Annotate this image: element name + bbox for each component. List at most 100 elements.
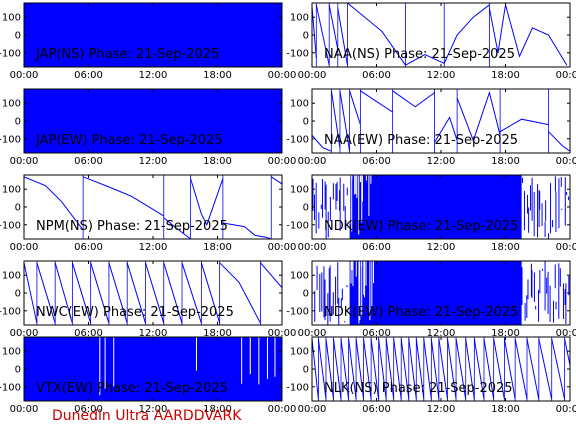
y-tick-label: 0 [303, 31, 309, 42]
x-tick-label: 12:00 [139, 328, 168, 339]
trace-segment [514, 338, 528, 400]
trace-segment [355, 338, 365, 400]
panel-title: NDK(EW) Phase: 21-Sep-2025 [324, 219, 518, 234]
chart-panel: 100 0 -100 00:00 06:00 12:00 18:00 00:00 JAP(NS)… [0, 2, 297, 81]
x-tick-label: 12:00 [139, 156, 168, 167]
trace-segment [393, 338, 402, 400]
y-tick-label: 100 [2, 99, 21, 110]
trace-segment [126, 262, 146, 324]
x-tick-label: 06:00 [74, 404, 103, 415]
trace-segment [317, 338, 327, 400]
y-tick-label: 100 [2, 347, 21, 358]
trace-segment [483, 338, 495, 400]
x-tick-label: 18:00 [203, 404, 232, 415]
trace-segment [36, 262, 56, 324]
chart-panel: 100 0 -100 00:00 06:00 12:00 18:00 00:00 VTX(EW)… [0, 336, 297, 415]
trace-group [24, 337, 282, 401]
panel-title: NWC(EW) Phase: 21-Sep-2025 [36, 305, 234, 320]
trace-segment [423, 338, 432, 400]
x-tick-label: 00:00 [268, 404, 297, 415]
y-tick-label: 100 [290, 13, 309, 24]
y-tick-label: -100 [286, 134, 309, 145]
y-tick-label: 0 [303, 117, 309, 128]
footer-label: Dunedin Ultra AARDDVARK [52, 408, 242, 424]
trace-group [24, 3, 282, 67]
x-tick-label: 18:00 [491, 242, 520, 253]
y-tick-label: 100 [2, 13, 21, 24]
trace-segment [24, 262, 38, 324]
y-tick-label: 0 [15, 365, 21, 376]
panel-title: NPM(NS) Phase: 21-Sep-2025 [36, 219, 228, 234]
x-tick-label: 00:00 [268, 70, 297, 81]
y-tick-label: -100 [286, 306, 309, 317]
y-tick-label: 100 [290, 99, 309, 110]
trace-group [312, 89, 570, 153]
trace-group [24, 175, 282, 239]
x-tick-label: 12:00 [139, 242, 168, 253]
trace-segment [400, 338, 410, 400]
chart-panel: 100 0 -100 00:00 06:00 12:00 18:00 00:00 NAA(EW)… [286, 88, 576, 167]
trace-segment [145, 262, 165, 324]
x-tick-label: 00:00 [268, 156, 297, 167]
dense-trace [24, 337, 282, 401]
trace-gap [196, 337, 197, 371]
panel-title: JAP(EW) Phase: 21-Sep-2025 [35, 133, 223, 148]
y-tick-label: 0 [15, 203, 21, 214]
trace-segment [430, 338, 440, 400]
x-tick-label: 00:00 [298, 70, 327, 81]
trace-segment [434, 116, 458, 143]
x-tick-label: 18:00 [491, 156, 520, 167]
y-tick-label: -100 [0, 134, 21, 145]
x-tick-label: 00:00 [10, 156, 39, 167]
trace-segment [408, 338, 417, 400]
trace-segment [415, 338, 425, 400]
trace-segment [54, 262, 73, 324]
x-tick-label: 00:00 [556, 70, 576, 81]
x-tick-label: 06:00 [74, 156, 103, 167]
trace-segment [360, 90, 393, 113]
x-tick-label: 18:00 [491, 404, 520, 415]
chart-panel: 100 0 -100 00:00 06:00 12:00 18:00 00:00 NDK(EW)… [286, 174, 576, 253]
trace-segment [330, 90, 341, 148]
trace-segment [347, 3, 406, 66]
chart-panel: 100 0 -100 00:00 06:00 12:00 18:00 00:00 NAA(NS)… [286, 2, 576, 81]
x-tick-label: 12:00 [427, 242, 456, 253]
trace-segment [82, 176, 165, 217]
panel-title: NLK(NS) Phase: 21-Sep-2025 [324, 381, 513, 396]
trace-segment [443, 4, 490, 64]
trace-segment [200, 262, 221, 324]
x-tick-label: 00:00 [298, 404, 327, 415]
trace-segment [24, 176, 84, 231]
trace-group [24, 89, 282, 153]
x-tick-label: 00:00 [10, 242, 39, 253]
dense-trace [24, 3, 282, 67]
x-tick-label: 00:00 [556, 242, 576, 253]
x-tick-label: 12:00 [427, 404, 456, 415]
x-tick-label: 00:00 [268, 242, 297, 253]
trace-gap [113, 337, 115, 387]
y-tick-label: -100 [286, 48, 309, 59]
dense-trace [24, 89, 282, 153]
trace-segment [222, 222, 272, 239]
trace-segment [378, 338, 387, 400]
x-tick-label: 00:00 [298, 156, 327, 167]
trace-segment [315, 4, 330, 66]
y-tick-label: 100 [290, 347, 309, 358]
panel-title: NAA(EW) Phase: 21-Sep-2025 [324, 133, 518, 148]
x-tick-label: 06:00 [362, 404, 391, 415]
x-tick-label: 06:00 [74, 70, 103, 81]
x-tick-label: 06:00 [362, 328, 391, 339]
chart-panel: 100 0 -100 00:00 06:00 12:00 18:00 00:00 JAP(EW)… [0, 88, 297, 167]
trace-segment [548, 131, 570, 152]
trace-segment [465, 338, 475, 400]
panel-title: NDK(EW) Phase: 21-Sep-2025 [324, 305, 518, 320]
trace-segment [564, 338, 570, 366]
y-tick-label: -100 [0, 306, 21, 317]
x-tick-label: 06:00 [74, 242, 103, 253]
trace-segment [438, 338, 448, 400]
y-tick-label: 100 [290, 271, 309, 282]
trace-gap [521, 261, 570, 325]
y-tick-label: 100 [2, 185, 21, 196]
x-tick-label: 12:00 [427, 70, 456, 81]
x-tick-label: 12:00 [139, 404, 168, 415]
